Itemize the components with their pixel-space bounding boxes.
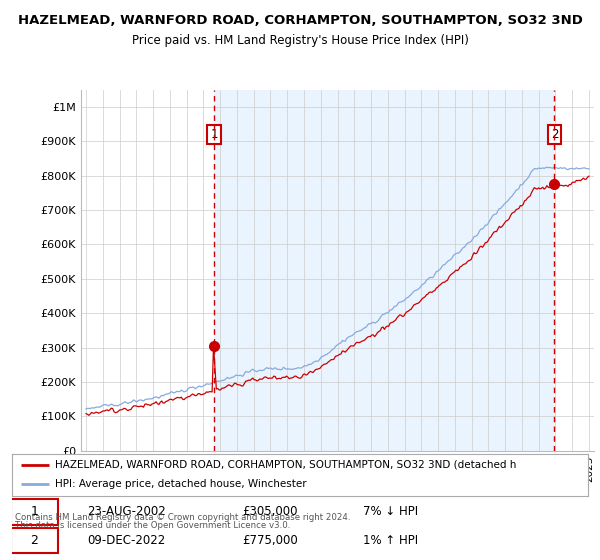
Bar (214, 90, 554, 451)
Text: This data is licensed under the Open Government Licence v3.0.: This data is licensed under the Open Gov… (15, 521, 290, 530)
Text: HPI: Average price, detached house, Winchester: HPI: Average price, detached house, Winc… (55, 479, 307, 489)
Text: 2: 2 (31, 534, 38, 547)
Text: HAZELMEAD, WARNFORD ROAD, CORHAMPTON, SOUTHAMPTON, SO32 3ND (detached h: HAZELMEAD, WARNFORD ROAD, CORHAMPTON, SO… (55, 460, 517, 470)
FancyBboxPatch shape (11, 499, 58, 525)
Text: HAZELMEAD, WARNFORD ROAD, CORHAMPTON, SOUTHAMPTON, SO32 3ND: HAZELMEAD, WARNFORD ROAD, CORHAMPTON, SO… (17, 14, 583, 27)
Text: £775,000: £775,000 (242, 534, 298, 547)
Text: Price paid vs. HM Land Registry's House Price Index (HPI): Price paid vs. HM Land Registry's House … (131, 34, 469, 46)
Text: Contains HM Land Registry data © Crown copyright and database right 2024.: Contains HM Land Registry data © Crown c… (15, 513, 350, 522)
FancyBboxPatch shape (11, 528, 58, 553)
Text: £305,000: £305,000 (242, 505, 298, 519)
Text: 2: 2 (551, 128, 558, 141)
Text: 09-DEC-2022: 09-DEC-2022 (87, 534, 165, 547)
Text: 1: 1 (211, 128, 218, 141)
Text: 23-AUG-2002: 23-AUG-2002 (87, 505, 166, 519)
Text: 1% ↑ HPI: 1% ↑ HPI (364, 534, 418, 547)
Text: 7% ↓ HPI: 7% ↓ HPI (364, 505, 418, 519)
Text: 1: 1 (31, 505, 38, 519)
